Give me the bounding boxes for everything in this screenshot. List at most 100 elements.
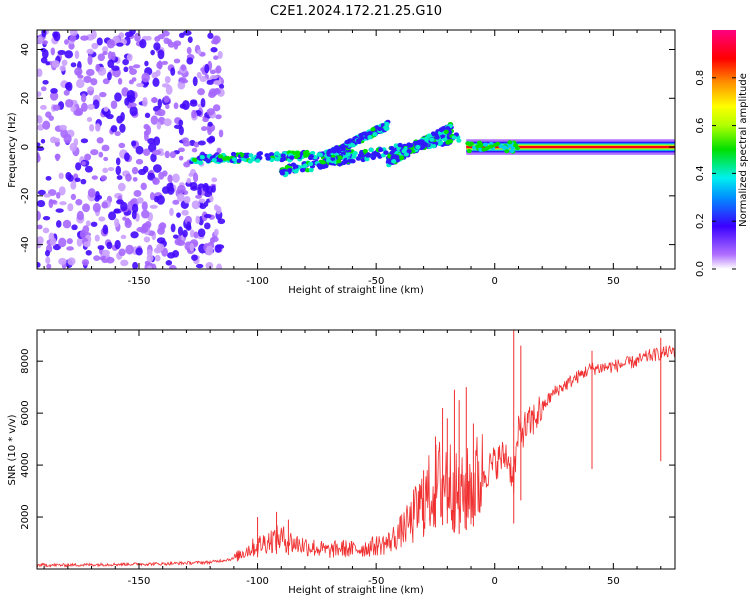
heatmap-cell — [213, 55, 219, 60]
heatmap-cell — [451, 135, 457, 140]
heatmap-cell — [50, 237, 57, 247]
heatmap-cell — [343, 159, 349, 164]
heatmap-cell — [91, 30, 97, 40]
heatmap-cell — [58, 186, 66, 196]
heatmap-cell — [212, 104, 221, 112]
heatmap-cell — [136, 197, 144, 204]
heatmap-cell — [152, 164, 162, 173]
heatmap-cell — [90, 149, 99, 156]
heatmap-cell — [66, 238, 73, 245]
heatmap-cell — [107, 71, 112, 81]
spectrogram-panel: -150 -100 -50 0 50 -40 -20 0 20 40 Height of str… — [7, 29, 676, 296]
heatmap-cell — [504, 149, 510, 154]
heatmap-cell — [157, 98, 163, 109]
heatmap-cell — [164, 76, 171, 84]
heatmap-cell — [91, 175, 98, 180]
heatmap-cell — [438, 140, 444, 145]
heatmap-cell — [114, 239, 121, 250]
heatmap-cell — [95, 63, 101, 72]
colorbar-ticks: 0.0 0.2 0.4 0.6 0.8 — [695, 70, 736, 277]
heatmap-cell — [152, 149, 162, 156]
heatmap-cell — [102, 167, 109, 174]
heatmap-cell — [443, 129, 449, 134]
heatmap-cell — [106, 39, 115, 49]
heatmap-cell — [67, 203, 74, 212]
heatmap-cell — [67, 257, 76, 266]
heatmap-cell — [287, 167, 293, 173]
heatmap-cell — [80, 93, 87, 103]
heatmap-cell — [148, 143, 157, 153]
heatmap-cell — [115, 165, 122, 176]
heatmap-cell — [370, 155, 376, 161]
heatmap-cell — [65, 98, 74, 108]
heatmap-cell — [40, 86, 47, 92]
heatmap-cell — [207, 127, 213, 136]
heatmap-cell — [351, 154, 357, 159]
y2-tick-label: 4000 — [20, 452, 31, 477]
heatmap-cell — [42, 227, 50, 234]
heatmap-cell — [199, 75, 208, 82]
heatmap-cell — [84, 153, 92, 161]
x1-tick-label: -100 — [246, 276, 269, 287]
heatmap-cell — [141, 209, 150, 219]
heatmap-cell — [172, 199, 180, 205]
heatmap-cell — [429, 137, 435, 142]
heatmap-cell — [94, 196, 100, 202]
heatmap-cell — [93, 255, 101, 262]
heatmap-cell — [345, 152, 351, 157]
heatmap-cell — [308, 167, 314, 173]
heatmap-cell — [406, 148, 412, 154]
heatmap-cell — [117, 182, 126, 192]
heatmap-cell — [89, 124, 95, 132]
heatmap-cell — [120, 201, 128, 212]
heatmap-cell — [166, 182, 174, 191]
heatmap-cell — [196, 49, 202, 55]
heatmap-cell — [124, 97, 130, 106]
heatmap-cell — [256, 151, 262, 157]
heatmap-cell — [325, 158, 332, 163]
heatmap-cell — [80, 178, 87, 185]
heatmap-cell — [129, 199, 136, 204]
heatmap-cell — [98, 216, 106, 222]
heatmap-cell — [125, 173, 132, 182]
heatmap-cell — [150, 153, 157, 163]
x2-tick-label: 0 — [492, 576, 498, 587]
heatmap-cell — [150, 49, 155, 56]
heatmap-cell — [193, 231, 199, 239]
heatmap-cell — [145, 125, 152, 135]
heatmap-cell — [42, 215, 51, 221]
heatmap-cell — [45, 256, 51, 264]
heatmap-cell — [265, 156, 271, 161]
heatmap-cell — [50, 91, 59, 101]
heatmap-cell — [86, 68, 95, 77]
heatmap-cell — [131, 77, 137, 82]
heatmap-cell — [186, 46, 192, 55]
heatmap-cell — [199, 155, 205, 160]
heatmap-cell — [42, 79, 49, 85]
heatmap-cell — [74, 177, 81, 182]
colorbar-tick-label: 0.6 — [695, 118, 706, 134]
heatmap-cell — [100, 175, 108, 181]
heatmap-cell — [426, 133, 432, 138]
heatmap-cell — [116, 175, 123, 180]
heatmap-cell — [152, 177, 160, 185]
heatmap-cell — [85, 249, 92, 256]
heatmap-cell — [133, 190, 142, 197]
heatmap-cell — [81, 161, 86, 166]
heatmap-cell — [102, 78, 110, 85]
heatmap-cell — [46, 263, 52, 269]
heatmap-cell — [167, 41, 176, 48]
heatmap-cell — [91, 42, 99, 50]
heatmap-cell — [391, 159, 397, 164]
heatmap-cell — [152, 77, 160, 88]
heatmap-cell — [201, 126, 208, 132]
heatmap-cell — [217, 50, 223, 59]
heatmap-cell — [163, 118, 172, 127]
heatmap-cell — [107, 51, 113, 60]
heatmap-cell — [214, 244, 222, 253]
heatmap-cell — [102, 224, 109, 235]
heatmap-cell — [212, 88, 221, 95]
heatmap-cell — [147, 137, 156, 145]
heatmap-cell — [40, 105, 47, 110]
